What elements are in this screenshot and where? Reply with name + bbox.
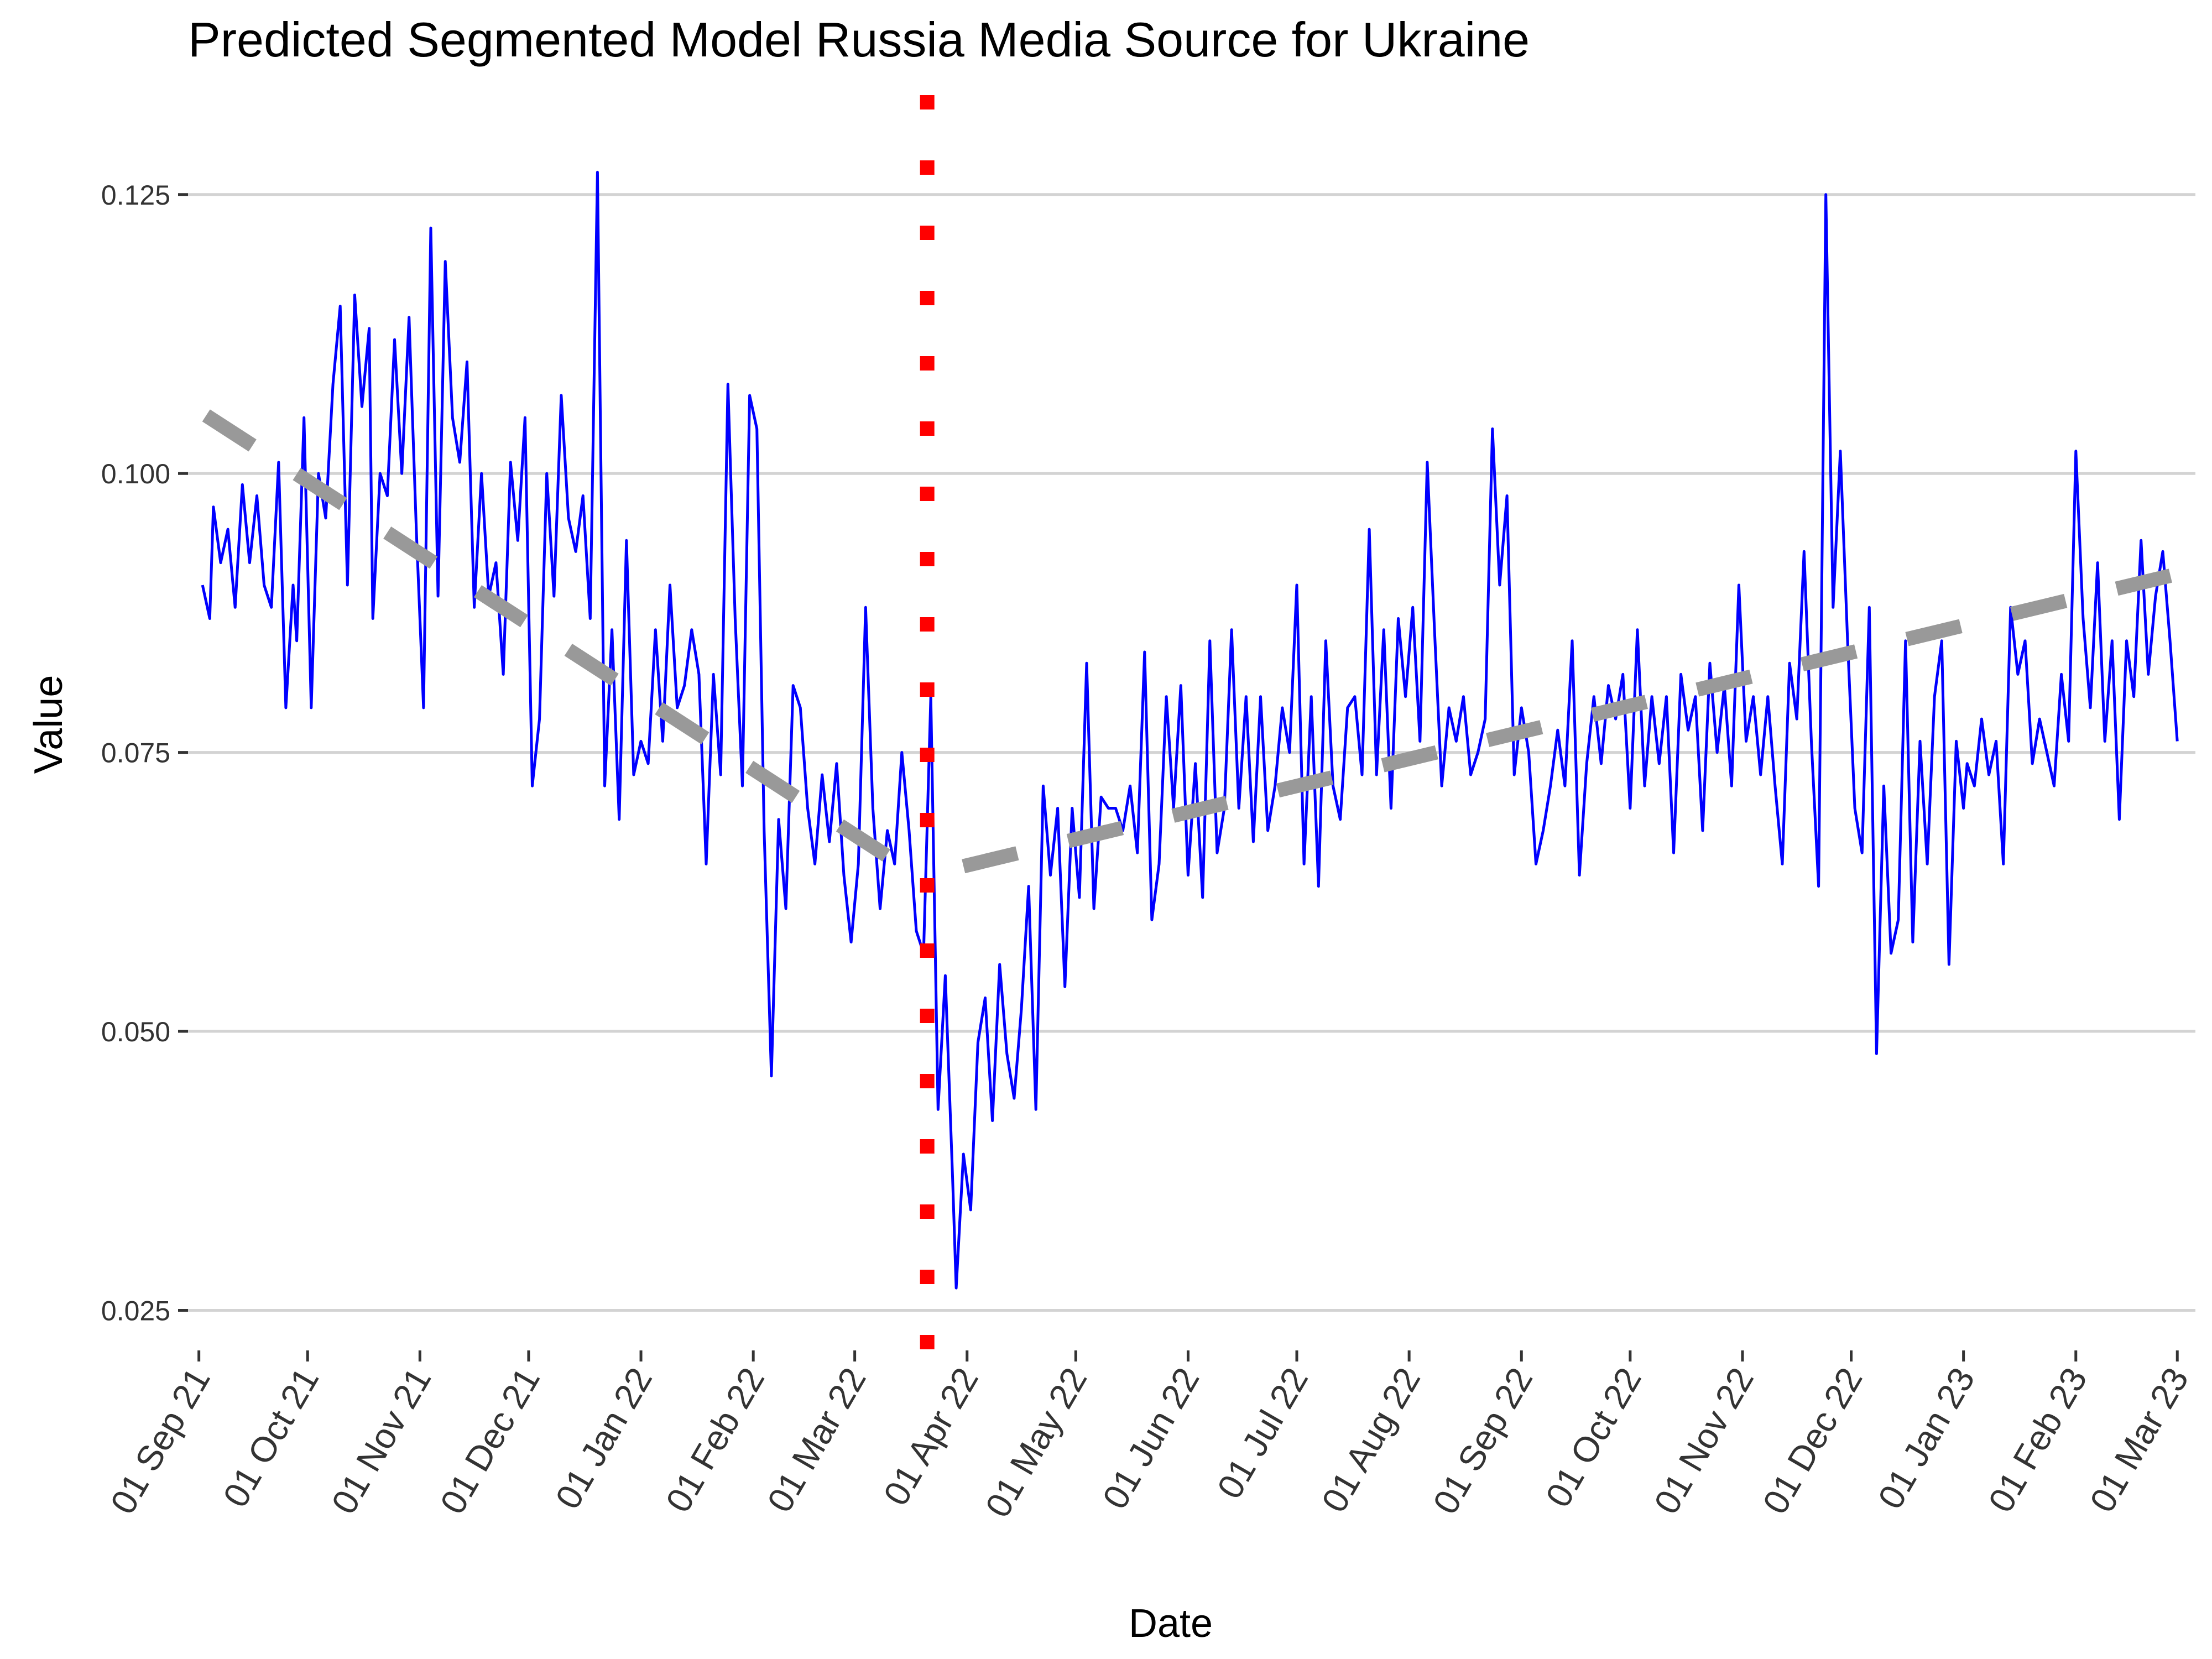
x-tick-label: 01 Sep 22 — [1425, 1361, 1540, 1521]
y-tick-label: 0.100 — [101, 458, 170, 489]
x-tick-label: 01 Mar 23 — [2082, 1361, 2196, 1519]
x-tick-label: 01 Oct 21 — [215, 1361, 326, 1514]
x-tick-label: 01 Feb 22 — [658, 1361, 772, 1519]
x-tick-label: 01 Nov 21 — [324, 1361, 439, 1521]
x-tick-label: 01 Dec 22 — [1755, 1361, 1870, 1521]
x-tick-label: 01 May 22 — [978, 1361, 1095, 1524]
y-tick-label: 0.025 — [101, 1295, 170, 1326]
chart-title: Predicted Segmented Model Russia Media S… — [188, 12, 1530, 67]
x-tick-label: 01 Jul 22 — [1209, 1361, 1316, 1505]
y-axis: 0.025 0.050 0.075 0.100 0.125 — [101, 180, 188, 1326]
x-tick-label: 01 Oct 22 — [1538, 1361, 1649, 1514]
y-tick-label: 0.125 — [101, 180, 170, 211]
x-tick-label: 01 Apr 22 — [876, 1361, 986, 1512]
x-tick-label: 01 Aug 22 — [1314, 1361, 1428, 1519]
x-tick-label: 01 Jan 22 — [547, 1361, 660, 1515]
x-tick-label: 01 Feb 23 — [1980, 1361, 2094, 1519]
plot-area — [201, 95, 2194, 1358]
y-tick-label: 0.075 — [101, 738, 170, 769]
grid-lines — [188, 193, 2195, 1312]
x-tick-label: 01 Nov 22 — [1646, 1361, 1761, 1521]
x-axis-title: Date — [1129, 1601, 1213, 1646]
y-tick-label: 0.050 — [101, 1016, 170, 1047]
x-tick-label: 01 Jun 22 — [1095, 1361, 1207, 1515]
x-tick-label: 01 Jan 23 — [1870, 1361, 1983, 1515]
x-tick-label: 01 Mar 22 — [759, 1361, 873, 1519]
segmented-trend-line — [202, 409, 931, 888]
x-tick-label: 01 Sep 21 — [103, 1361, 218, 1521]
series-line-observed — [201, 170, 2179, 1290]
y-axis-title: Value — [27, 675, 71, 774]
x-tick-label: 01 Dec 21 — [432, 1361, 547, 1521]
